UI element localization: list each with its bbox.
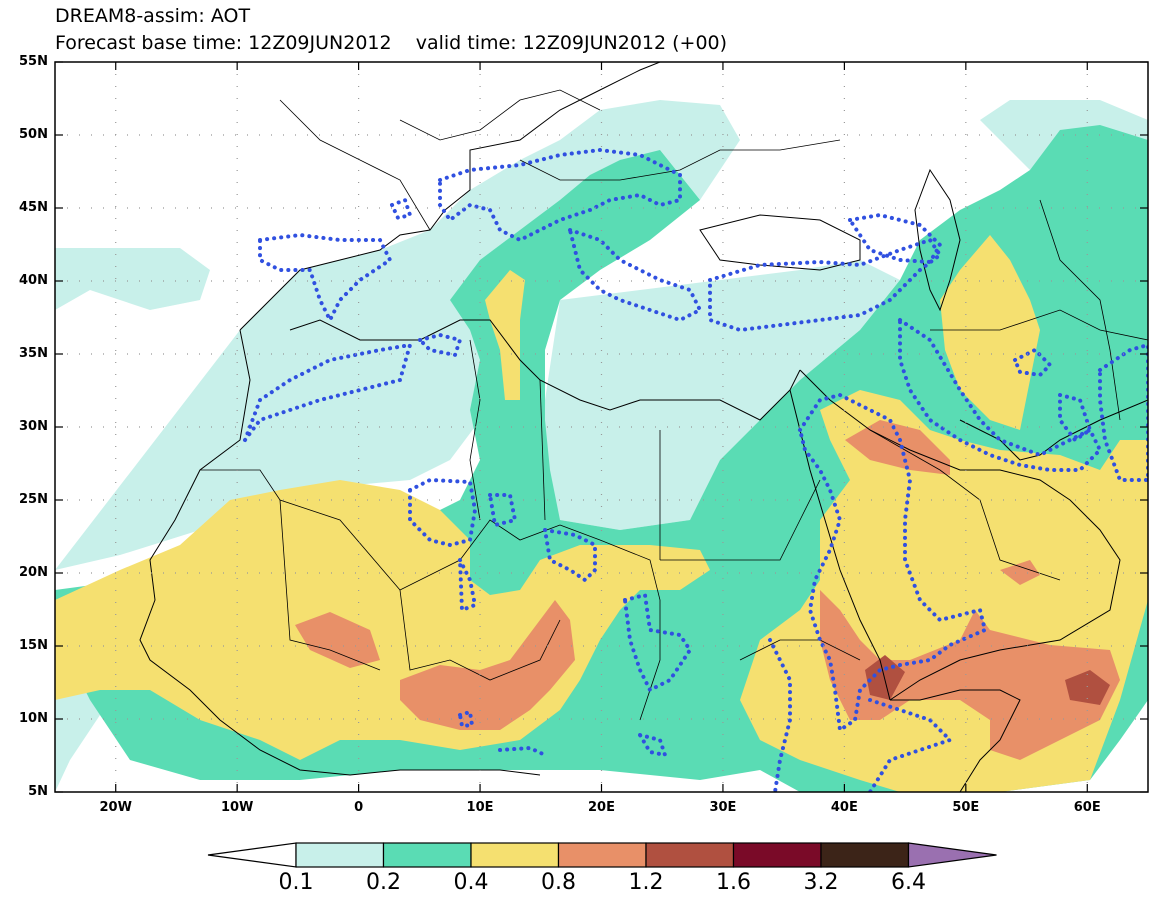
dotted-contour (438, 147, 682, 243)
colorbar-label: 1.6 (716, 870, 751, 895)
border-line (519, 139, 841, 181)
coastline-caspian (914, 168, 961, 312)
colorbar-arrow-low (207, 842, 297, 868)
colorbar-arrow-high (907, 842, 997, 868)
latitude-label: 55N (19, 54, 48, 69)
latitude-label: 30N (19, 419, 48, 434)
latitude-label: 10N (19, 711, 48, 726)
dotted-contour (622, 592, 693, 693)
dotted-contour (416, 332, 463, 358)
coastlines (139, 62, 1148, 792)
dotted-contour (898, 316, 1103, 472)
longitude-label: 10W (220, 800, 254, 815)
dotted-contour (868, 698, 954, 792)
dotted-contour (243, 342, 413, 442)
colorbar-label: 3.2 (803, 870, 839, 895)
border-line (559, 524, 661, 721)
border-line (739, 639, 861, 661)
border-line (279, 99, 431, 231)
dotted-contour (389, 197, 413, 221)
colorbar-label: 0.2 (366, 870, 401, 895)
aot-band-0.8 (295, 420, 1120, 760)
longitude-label: 30E (709, 800, 737, 815)
dotted-contour (846, 212, 943, 265)
longitude-label: 40E (830, 800, 858, 815)
dotted-contour (768, 638, 792, 792)
colorbar-cell (820, 842, 910, 868)
latitude-label: 5N (28, 784, 48, 799)
colorbar-cell (382, 842, 472, 868)
latitude-label: 50N (19, 127, 48, 142)
dotted-contour (797, 392, 988, 734)
colorbar (207, 842, 997, 868)
colorbar-label: 6.4 (891, 870, 926, 895)
dotted-contour (498, 745, 547, 757)
colorbar-label: 0.8 (541, 870, 576, 895)
coastline-persian-gulf (959, 399, 1148, 461)
longitude-label: 60E (1073, 800, 1101, 815)
dotted-contour (1058, 392, 1093, 443)
dotted-contour (258, 232, 393, 325)
dotted-contour (487, 493, 518, 528)
axis-ticks (55, 61, 1148, 793)
border-line (469, 339, 481, 521)
latitude-label: 15N (19, 638, 48, 653)
longitude-label: 20W (99, 800, 132, 815)
aot-band-1.2 (865, 655, 1110, 705)
colorbar-label: 0.1 (278, 870, 314, 895)
dotted-contour (635, 731, 668, 758)
title-line-2: Forecast base time: 12Z09JUN2012 valid t… (55, 32, 728, 54)
dotted-contour (708, 237, 943, 333)
dotted-contour (457, 709, 475, 729)
dotted-contour (458, 559, 478, 613)
border-line (399, 89, 601, 141)
latitude-label: 45N (19, 200, 48, 215)
latitude-label: 35N (19, 346, 48, 361)
dotted-contour (408, 477, 478, 548)
colorbar-cell (645, 842, 735, 868)
colorbar-label: 1.2 (628, 870, 664, 895)
border-line (660, 479, 821, 561)
dotted-contour (542, 527, 597, 583)
border-line (1039, 199, 1121, 421)
coastline-arabia (799, 369, 1121, 701)
colorbar-cell (295, 842, 385, 868)
border-line (279, 499, 381, 671)
colorbar-cell (470, 842, 560, 868)
latitude-label: 25N (19, 492, 48, 507)
latitude-label: 40N (19, 273, 48, 288)
dotted-contours (243, 147, 1148, 792)
coastline-black-sea (699, 214, 861, 271)
colorbar-label: 0.4 (453, 870, 489, 895)
border-line (539, 379, 546, 521)
colorbar-cell (557, 842, 647, 868)
coastline-horn (890, 689, 1021, 792)
latitude-label: 20N (19, 565, 48, 580)
longitude-label: 20E (588, 800, 615, 815)
longitude-label: 0 (354, 800, 364, 815)
border-line (399, 589, 561, 681)
dotted-contour (1012, 347, 1053, 378)
colorbar-cell (732, 842, 822, 868)
longitude-label: 50E (952, 800, 980, 815)
border-line (930, 309, 1148, 341)
coastline-mediterranean (289, 319, 801, 421)
coastline-north-africa (139, 329, 541, 776)
longitude-label: 10E (466, 800, 494, 815)
title-line-1: DREAM8-assim: AOT (55, 5, 251, 27)
